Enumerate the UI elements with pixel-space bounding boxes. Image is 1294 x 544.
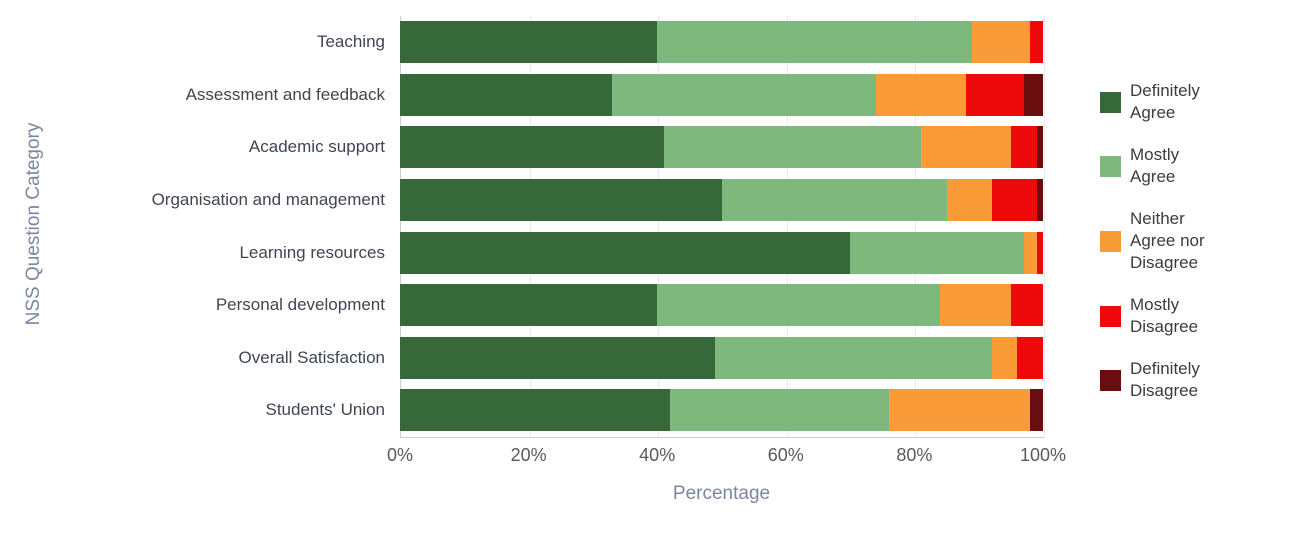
legend-swatch (1100, 91, 1121, 113)
legend-item: Mostly Agree (1100, 144, 1205, 188)
bar-track (400, 179, 1043, 222)
bar-track (400, 73, 1043, 116)
bar-row: Assessment and feedback (0, 69, 1043, 122)
bar-segment (400, 73, 613, 116)
bar-rows: Teaching Assessment and feedback Academic … (0, 16, 1043, 437)
bar-segment (888, 389, 1031, 432)
bar-track (400, 21, 1043, 64)
bar-track (400, 284, 1043, 327)
legend-label: Mostly Agree (1130, 145, 1180, 186)
legend-item: Mostly Disagree (1100, 294, 1205, 338)
bar-track (400, 231, 1043, 274)
gridline (786, 16, 788, 437)
bar-segment (400, 179, 722, 222)
legend-swatch (1100, 230, 1121, 252)
category-label: Assessment and feedback (185, 84, 385, 104)
bar-segment (1010, 126, 1037, 169)
bar-row: Overall Satisfaction (0, 332, 1043, 385)
bar-segment (1030, 21, 1043, 64)
bar-track (400, 126, 1043, 169)
legend-label: Mostly Disagree (1130, 295, 1199, 336)
category-label: Teaching (316, 32, 385, 52)
gridline (658, 16, 660, 437)
bar-row: Academic support (0, 121, 1043, 174)
bar-segment (400, 389, 671, 432)
bar-segment (715, 336, 992, 379)
bar-segment (991, 179, 1037, 222)
x-tick-label: 0% (386, 445, 414, 465)
bar-segment (940, 284, 1011, 327)
legend-label: Definitely Disagree (1130, 359, 1200, 400)
bar-segment (850, 231, 1024, 274)
bar-segment (920, 126, 1011, 169)
bar-row: Learning resources (0, 226, 1043, 279)
bar-segment (400, 336, 716, 379)
gridline (1044, 16, 1045, 437)
legend-item: Neither Agree nor Disagree (1100, 208, 1205, 274)
bar-track (400, 336, 1043, 379)
bar-segment (965, 73, 1024, 116)
bar-segment (1036, 179, 1043, 222)
bar-segment (972, 21, 1031, 64)
bar-segment (1030, 389, 1043, 432)
gridline (529, 16, 531, 437)
x-tick-label: 20% (510, 445, 547, 465)
bar-row: Organisation and management (0, 174, 1043, 227)
bar-segment (657, 21, 973, 64)
legend-item: Definitely Agree (1100, 80, 1205, 124)
bar-segment (1023, 231, 1037, 274)
bar-segment (1017, 336, 1043, 379)
grid-layer (400, 16, 1045, 438)
x-tick-label: 100% (1019, 445, 1067, 465)
bar-segment (1023, 73, 1043, 116)
x-tick-label: 40% (639, 445, 676, 465)
legend-swatch (1100, 155, 1121, 177)
legend-label: Definitely Agree (1130, 81, 1200, 122)
category-label: Students' Union (265, 400, 386, 420)
legend: Definitely Agree Mostly Agree Neither Agre… (1100, 80, 1205, 402)
bar-segment (875, 73, 966, 116)
bar-segment (400, 21, 658, 64)
legend-swatch (1100, 305, 1121, 327)
gridline (915, 16, 917, 437)
bar-segment (670, 389, 889, 432)
x-tick-label: 60% (767, 445, 804, 465)
category-label: Overall Satisfaction (238, 347, 385, 367)
bar-row: Teaching (0, 16, 1043, 69)
legend-swatch (1100, 369, 1121, 391)
bar-row: Students' Union (0, 384, 1043, 437)
legend-label: Neither Agree nor Disagree (1130, 209, 1205, 272)
bar-track (400, 389, 1043, 432)
bar-segment (612, 73, 876, 116)
category-label: Personal development (215, 295, 385, 315)
bar-segment (400, 284, 658, 327)
x-axis-ticks: 0% 20% 40% 60% 80% 100% (387, 445, 1066, 467)
bar-row: Personal development (0, 279, 1043, 332)
category-label: Learning resources (239, 242, 385, 262)
bar-segment (1036, 126, 1043, 169)
plot-area: Teaching Assessment and feedback Academic … (0, 16, 1045, 438)
bar-segment (657, 284, 941, 327)
bar-segment (721, 179, 947, 222)
legend-item: Definitely Disagree (1100, 358, 1205, 402)
bar-segment (663, 126, 921, 169)
x-axis-title: Percentage (672, 483, 771, 504)
category-label: Organisation and management (151, 190, 385, 210)
x-tick-label: 80% (896, 445, 933, 465)
category-label: Academic support (248, 137, 385, 157)
bar-segment (400, 126, 664, 169)
bar-segment (946, 179, 992, 222)
bar-segment (400, 231, 851, 274)
bar-segment (991, 336, 1018, 379)
bar-segment (1010, 284, 1043, 327)
bar-segment (1036, 231, 1043, 274)
